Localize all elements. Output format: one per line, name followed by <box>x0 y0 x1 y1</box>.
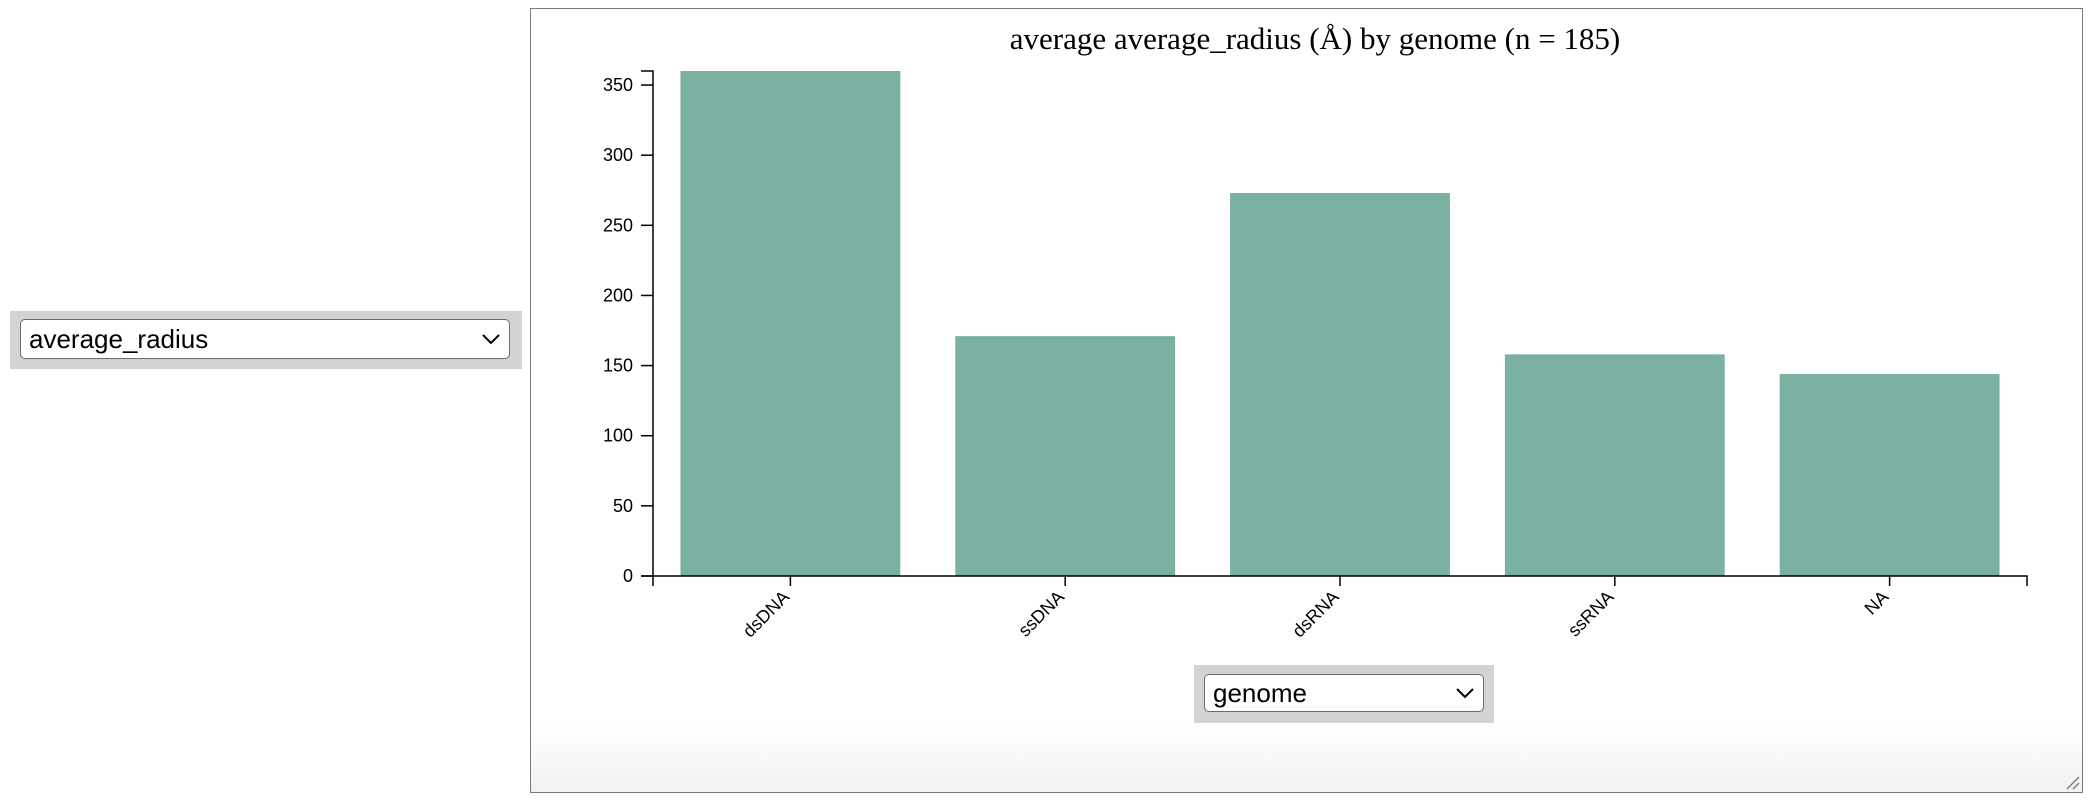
chevron-down-icon <box>482 334 500 345</box>
y-variable-control: average_radius <box>10 311 522 369</box>
y-tick-label: 100 <box>603 426 633 446</box>
x-variable-select-value: genome <box>1213 677 1307 708</box>
x-variable-control: genome <box>1194 665 1494 723</box>
chart-panel: average average_radius (Å) by genome (n … <box>530 8 2083 793</box>
chart-title: average average_radius (Å) by genome (n … <box>1010 21 1621 56</box>
x-tick-label: dsRNA <box>1288 587 1342 641</box>
y-axis-line <box>641 70 654 577</box>
y-tick-label: 350 <box>603 75 633 95</box>
bar-chart: average average_radius (Å) by genome (n … <box>603 21 2028 641</box>
y-tick-label: 250 <box>603 215 633 235</box>
x-variable-select[interactable]: genome <box>1204 674 1484 712</box>
bar-ssdna <box>955 336 1176 576</box>
y-tick-label: 50 <box>613 496 633 516</box>
x-tick-label: ssDNA <box>1014 587 1068 641</box>
bar-ssrna <box>1504 354 1725 576</box>
y-tick-label: 200 <box>603 285 633 305</box>
bar-dsdna <box>680 71 901 576</box>
x-tick-label: NA <box>1861 587 1893 619</box>
bar-na <box>1779 374 2000 576</box>
y-tick-label: 0 <box>623 566 633 586</box>
y-variable-select-value: average_radius <box>29 323 209 354</box>
y-tick-label: 150 <box>603 356 633 376</box>
plot-area: 0 50 100 150 200 250 300 350 dsDNA ssDNA dsRNA ssRN… <box>603 70 2028 641</box>
chevron-down-icon <box>1456 688 1474 699</box>
x-tick-label: ssRNA <box>1564 587 1618 641</box>
resize-handle-icon[interactable] <box>2064 774 2080 790</box>
x-tick-label: dsDNA <box>739 587 793 641</box>
y-tick-label: 300 <box>603 145 633 165</box>
y-variable-select[interactable]: average_radius <box>20 319 510 359</box>
bar-dsrna <box>1230 193 1450 576</box>
